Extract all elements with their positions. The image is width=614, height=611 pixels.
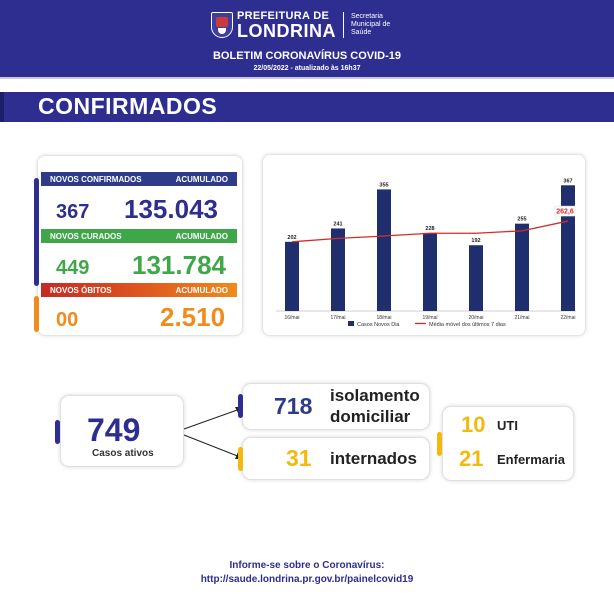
highlight-label-box	[554, 205, 576, 217]
stats-accent-orange	[34, 296, 39, 332]
x-tick-label: 18/mai	[376, 315, 391, 321]
confirmados-novos: 367	[56, 201, 90, 223]
cases-chart: 202 16/mai 241 17/mai 355 18/mai 228 19/mai 192 2…	[276, 178, 576, 328]
x-tick-label: 19/mai	[422, 315, 437, 321]
logo-line2: LONDRINA	[237, 20, 336, 41]
uti-value: 10	[461, 412, 486, 437]
bar-21/mai	[515, 223, 529, 311]
legend-label-line: Média móvel dos últimos 7 dias	[429, 322, 506, 328]
confirmados-acumulado: 135.043	[124, 194, 218, 224]
x-tick-label: 22/mai	[560, 315, 575, 321]
uti-label: UTI	[497, 418, 518, 433]
isolamento-box	[242, 383, 430, 430]
hospital-box	[442, 406, 574, 481]
logo-secretaria: Secretaria Municipal de Saúde	[351, 13, 391, 36]
internados-box	[242, 437, 430, 480]
bar-16/mai	[285, 241, 299, 311]
bar-18/mai	[377, 189, 391, 311]
x-tick-label: 21/mai	[514, 315, 529, 321]
header-banner: PREFEITURA DE LONDRINA Secretaria Munici…	[0, 0, 614, 79]
logo: PREFEITURA DE LONDRINA Secretaria Munici…	[0, 10, 614, 40]
section-title-bar: CONFIRMADOS	[0, 92, 614, 122]
curados-novos: 449	[56, 257, 90, 279]
curados-acum-label: ACUMULADO	[175, 231, 228, 241]
logo-line1: PREFEITURA DE	[237, 9, 330, 22]
x-tick-label: 16/mai	[284, 315, 299, 321]
isolamento-value: 718	[274, 393, 313, 419]
internados-label: internados	[330, 449, 417, 468]
isolamento-accent	[238, 394, 243, 418]
enfermaria-value: 21	[459, 446, 484, 471]
x-tick-label: 17/mai	[330, 315, 345, 321]
curados-header: NOVOS CURADOS ACUMULADO	[41, 229, 237, 243]
enfermaria-label: Enfermaria	[497, 452, 565, 467]
bar-value-label: 192	[471, 238, 480, 244]
bar-value-label: 202	[287, 235, 296, 241]
ativos-box	[60, 395, 184, 467]
legend-label-bars: Casos Novos Dia	[357, 322, 400, 328]
bar-value-label: 367	[563, 178, 572, 184]
bar-value-label: 228	[425, 226, 434, 232]
obitos-acum-label: ACUMULADO	[175, 285, 228, 295]
confirmados-header: NOVOS CONFIRMADOS ACUMULADO	[41, 172, 237, 186]
confirmados-acum-label: ACUMULADO	[175, 174, 228, 184]
ativos-value: 749	[87, 412, 141, 448]
bar-20/mai	[469, 245, 483, 311]
bulletin-date: 22/05/2022 - atualizado às 16h37	[253, 65, 361, 72]
bar-17/mai	[331, 228, 345, 311]
internados-accent	[238, 447, 243, 471]
ativos-label: Casos ativos	[92, 448, 154, 459]
confirmados-label: NOVOS CONFIRMADOS	[50, 174, 142, 184]
bar-22/mai	[561, 185, 575, 311]
internados-value: 31	[286, 445, 312, 471]
section-title: CONFIRMADOS	[38, 93, 218, 119]
obitos-novos: 00	[56, 309, 79, 331]
x-tick-label: 20/mai	[468, 315, 483, 321]
highlight-label: 262,6	[556, 209, 574, 216]
bar-value-label: 241	[333, 221, 342, 227]
logo-divider	[343, 12, 344, 38]
bar-value-label: 255	[517, 217, 526, 223]
legend-swatch-bars	[348, 321, 354, 326]
stats-accent-navy	[34, 178, 39, 286]
city-crest-icon	[211, 12, 233, 38]
bar-value-label: 355	[379, 182, 388, 188]
isolamento-label-line1: isolamento	[330, 386, 420, 405]
curados-acumulado: 131.784	[132, 250, 226, 280]
curados-label: NOVOS CURADOS	[50, 231, 122, 241]
hospital-accent	[437, 432, 442, 456]
isolamento-label-line2: domiciliar	[330, 407, 411, 426]
bar-19/mai	[423, 232, 437, 311]
obitos-acumulado: 2.510	[160, 302, 226, 332]
footer-info: Informe-se sobre o Coronavírus:	[229, 560, 385, 571]
footer-url: http://saude.londrina.pr.gov.br/painelco…	[200, 574, 414, 585]
bulletin-title: BOLETIM CORONAVÍRUS COVID-19	[212, 50, 402, 62]
ativos-accent	[55, 420, 60, 444]
moving-average-line	[291, 220, 569, 243]
obitos-header: NOVOS ÓBITOS ACUMULADO	[41, 283, 237, 297]
obitos-label: NOVOS ÓBITOS	[50, 285, 112, 295]
